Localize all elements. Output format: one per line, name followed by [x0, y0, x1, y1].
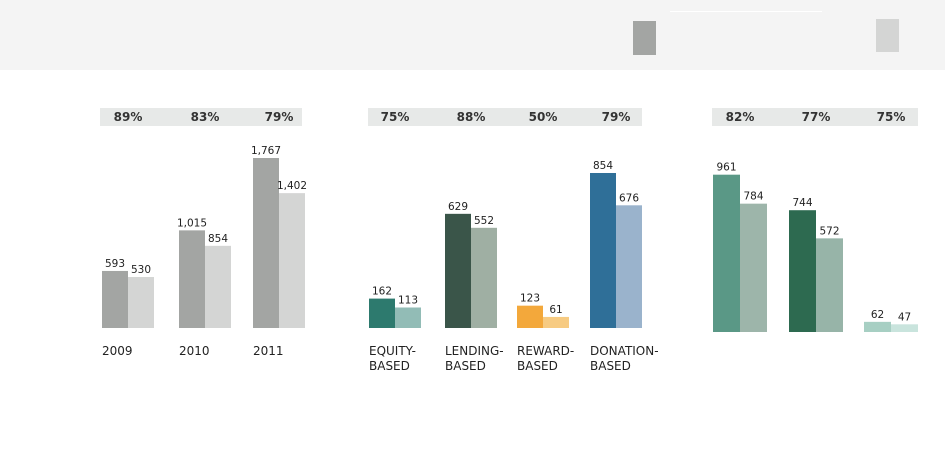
percentage-strip: [368, 108, 642, 126]
percentage-label: 79%: [265, 110, 294, 124]
bar-value-label: 784: [743, 191, 763, 203]
percentage-label: 75%: [381, 110, 410, 124]
bar: [543, 316, 569, 328]
bar: [471, 227, 497, 328]
bar-value-label: 162: [372, 286, 392, 298]
bar: [816, 238, 843, 332]
percentage-label: 79%: [602, 110, 631, 124]
category-label: REWARD-: [517, 344, 574, 358]
bar-value-label: 1,015: [177, 217, 207, 229]
bar-value-label: 593: [105, 258, 125, 270]
bar: [789, 210, 816, 332]
bar: [179, 230, 205, 328]
header-divider: [670, 11, 822, 12]
bar: [102, 270, 128, 328]
percentage-label: 50%: [529, 110, 558, 124]
category-label: BASED: [590, 359, 631, 373]
category-label: BASED: [369, 359, 410, 373]
legend-swatch-light: [876, 19, 899, 52]
percentage-strip: [712, 108, 918, 126]
bar-value-label: 854: [593, 160, 613, 172]
bar: [205, 245, 231, 328]
bar: [253, 158, 279, 328]
bar-value-label: 552: [474, 215, 494, 227]
category-label: BASED: [517, 359, 558, 373]
percentage-label: 88%: [457, 110, 486, 124]
category-label: LENDING-: [445, 344, 504, 358]
bar-value-label: 744: [792, 197, 812, 209]
legend-swatch-dark: [633, 21, 656, 55]
category-label: EQUITY-: [369, 344, 416, 358]
category-label: BASED: [445, 359, 486, 373]
percentage-label: 82%: [726, 110, 755, 124]
bar-value-label: 113: [398, 294, 418, 306]
bar-value-label: 530: [131, 264, 151, 276]
category-label: 2011: [253, 344, 284, 358]
percentage-strip: [100, 108, 302, 126]
percentage-label: 75%: [877, 110, 906, 124]
bar: [279, 193, 305, 328]
bar-value-label: 572: [819, 225, 839, 237]
bar-value-label: 62: [871, 309, 884, 321]
percentage-label: 83%: [191, 110, 220, 124]
bar-value-label: 961: [716, 162, 736, 174]
bar-value-label: 676: [619, 192, 639, 204]
category-label: 2009: [102, 344, 133, 358]
category-label: 2010: [179, 344, 210, 358]
bar: [616, 205, 642, 328]
category-label: DONATION-: [590, 344, 659, 358]
bar-value-label: 61: [549, 304, 562, 316]
bar: [445, 213, 471, 328]
percentage-label: 89%: [114, 110, 143, 124]
bar: [395, 307, 421, 328]
bar-value-label: 629: [448, 201, 468, 213]
bar: [128, 277, 154, 328]
bar: [891, 324, 918, 332]
bar: [713, 174, 740, 332]
header-band: [0, 0, 945, 70]
bar: [740, 203, 767, 332]
bar: [369, 298, 395, 328]
bar-value-label: 854: [208, 233, 228, 245]
bar-value-label: 47: [898, 311, 911, 323]
bar-value-label: 123: [520, 293, 540, 305]
bar-value-label: 1,402: [277, 180, 307, 192]
bar: [517, 305, 543, 328]
bar: [590, 172, 616, 328]
bar: [864, 321, 891, 332]
percentage-label: 77%: [802, 110, 831, 124]
bar-value-label: 1,767: [251, 145, 281, 157]
